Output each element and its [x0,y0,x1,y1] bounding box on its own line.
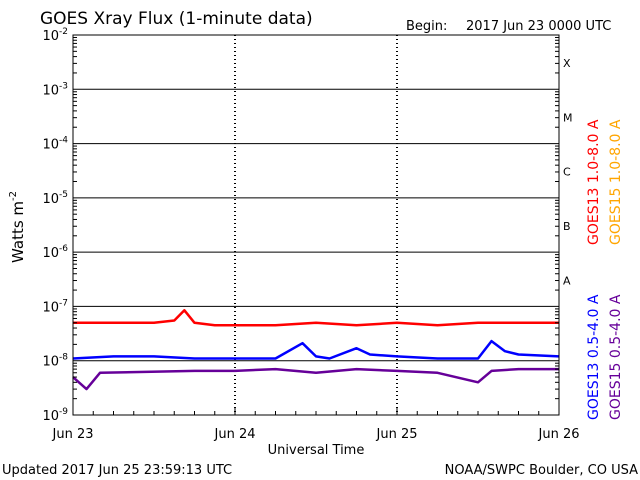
begin-value: 2017 Jun 23 0000 UTC [466,19,611,34]
series-line [73,309,559,327]
flare-class-label: X [563,57,571,70]
flare-class-label: B [563,220,571,233]
y-tick-label: 10-8 [42,353,68,370]
plot-frame [72,34,560,416]
legend: GOES13 1.0-8.0 A GOES15 1.0-8.0 A GOES13 0… [586,119,624,420]
legend-entry: GOES15 1.0-8.0 A [608,119,624,245]
axis-layer: 10-9 10-8 10-7 10-6 10-5 10-4 10-3 10-2 Jun 23 Ju… [42,27,579,442]
x-tick-label: Jun 24 [214,427,256,442]
y-tick-label: 10-3 [42,81,68,98]
y-tick-label: 10-7 [42,298,68,315]
legend-entry: GOES13 0.5-4.0 A [586,294,602,420]
y-tick-label: 10-6 [42,244,68,261]
x-tick-label: Jun 23 [52,427,94,442]
chart-title: GOES Xray Flux (1-minute data) [40,9,313,29]
y-tick-label: 10-9 [42,407,68,424]
y-tick-label: 10-4 [42,136,68,153]
flare-class-label: A [563,274,571,287]
x-axis-title: Universal Time [268,443,365,458]
x-tick-label: Jun 26 [538,427,580,442]
data-source: NOAA/SWPC Boulder, CO USA [445,463,638,478]
flare-class-label: C [563,166,571,179]
flare-class-label: M [563,111,573,124]
series-line [72,339,560,360]
begin-label: Begin: [406,19,447,34]
legend-entry: GOES15 0.5-4.0 A [608,294,624,420]
series-line [72,367,559,391]
grid-layer [73,35,559,415]
x-tick-label: Jun 25 [376,427,418,442]
updated-timestamp: Updated 2017 Jun 25 23:59:13 UTC [2,463,232,478]
y-tick-label: 10-2 [42,27,68,44]
y-tick-label: 10-5 [42,190,68,207]
y-axis-title: Watts m-2 [8,191,27,263]
series-layer [72,309,560,391]
legend-entry: GOES13 1.0-8.0 A [586,119,602,245]
y-axis-title-exponent: -2 [8,191,19,201]
